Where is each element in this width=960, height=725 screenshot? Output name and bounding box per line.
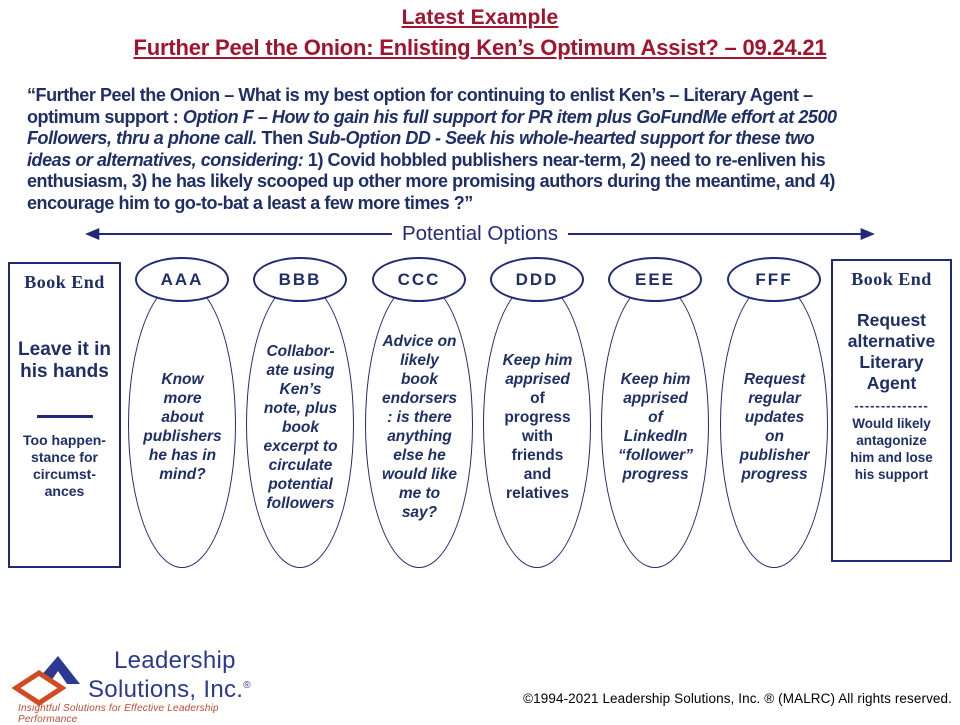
slide-header: Latest Example Further Peel the Onion: E… xyxy=(0,6,960,61)
option-fff-label: FFF xyxy=(755,269,793,289)
bookend-left-divider xyxy=(36,415,93,418)
option-ddd-text: Keep him apprised of progress with friend… xyxy=(502,352,573,502)
intro-line-4: ideas or alternatives, considering: 1) C… xyxy=(27,149,826,170)
page-subtitle: Further Peel the Onion: Enlisting Ken’s … xyxy=(133,35,827,60)
bookend-right-note: Would likely antagonize him and lose his… xyxy=(850,416,933,482)
logo-tagline: Insightful Solutions for Effective Leade… xyxy=(18,703,219,725)
intro-line-5: enthusiasm, 3) he has likely scooped up … xyxy=(27,171,835,192)
option-column-ddd: DDD Keep him apprised of progress with fr… xyxy=(479,255,596,571)
option-eee-ellipse xyxy=(601,281,709,568)
bookend-right-heading: Book End xyxy=(851,269,932,289)
option-aaa-badge: AAA xyxy=(135,257,229,302)
option-bbb-label: BBB xyxy=(278,269,322,289)
option-bbb-badge: BBB xyxy=(253,257,347,302)
option-fff-ellipse xyxy=(720,281,828,568)
option-ccc-badge: CCC xyxy=(372,257,466,302)
option-column-ccc: CCC Advice on likely book endorsers : is… xyxy=(361,255,478,571)
arrow-left-icon xyxy=(85,228,392,240)
logo-name-line1: Leadership xyxy=(114,647,236,674)
company-logo: Leadership Solutions, Inc.® xyxy=(12,648,251,706)
option-ccc-label: CCC xyxy=(397,269,441,289)
logo-name: Leadership Solutions, Inc.® xyxy=(88,648,251,702)
option-ccc-text: Advice on likely book endorsers : is the… xyxy=(382,333,457,521)
bookend-left-main: Leave it in his hands xyxy=(18,339,111,382)
bookend-left-note: Too happen- stance for circumst- ances xyxy=(23,432,106,499)
option-eee-badge: EEE xyxy=(608,257,702,302)
intro-line-1: “Further Peel the Onion – What is my bes… xyxy=(27,85,813,105)
option-column-fff: FFF Request regular updates on publisher… xyxy=(716,255,833,571)
options-header: Potential Options xyxy=(85,220,875,248)
arrow-right-icon xyxy=(568,228,875,240)
option-aaa-text: Know more about publishers he has in min… xyxy=(143,371,222,483)
bookend-left-heading: Book End xyxy=(24,272,105,292)
options-header-label: Potential Options xyxy=(401,222,559,245)
option-fff-text: Request regular updates on publisher pro… xyxy=(739,371,810,483)
option-bbb-ellipse xyxy=(246,281,354,568)
logo-mark-icon xyxy=(12,656,80,706)
option-eee-text: Keep him apprised of LinkedIn “follower”… xyxy=(618,371,693,483)
option-fff-badge: FFF xyxy=(727,257,821,302)
logo-name-line2: Solutions, Inc.® xyxy=(88,676,251,703)
option-column-aaa: AAA Know more about publishers he has in… xyxy=(124,255,241,571)
intro-line-2: optimum support : Option F – How to gain… xyxy=(27,106,837,127)
intro-paragraph: “Further Peel the Onion – What is my bes… xyxy=(27,85,942,215)
option-column-bbb: BBB Collabor- ate using Ken’s note, plus… xyxy=(242,255,359,571)
option-ddd-label: DDD xyxy=(515,269,559,289)
option-aaa-ellipse xyxy=(128,281,236,568)
option-ddd-ellipse xyxy=(483,281,591,568)
option-ddd-badge: DDD xyxy=(490,257,584,302)
bookend-left: Book End Leave it in his hands Too happe… xyxy=(8,262,121,568)
option-eee-label: EEE xyxy=(634,269,676,289)
intro-line-3: Followers, thru a phone call. Then Sub-O… xyxy=(27,128,815,149)
option-column-eee: EEE Keep him apprised of LinkedIn “follo… xyxy=(597,255,714,571)
copyright-text: ©1994-2021 Leadership Solutions, Inc. ® … xyxy=(523,691,952,706)
page-title: Latest Example xyxy=(401,6,559,29)
bookend-right-divider: -------------- xyxy=(854,398,929,413)
option-aaa-label: AAA xyxy=(160,269,204,289)
bookend-right: Book End Request alternative Literary Ag… xyxy=(831,259,952,562)
bookend-right-main: Request alternative Literary Agent xyxy=(847,310,936,393)
registered-mark-icon: ® xyxy=(243,680,251,691)
option-bbb-text: Collabor- ate using Ken’s note, plus boo… xyxy=(263,342,338,512)
intro-line-6: encourage him to go-to-bat a least a few… xyxy=(27,192,473,213)
